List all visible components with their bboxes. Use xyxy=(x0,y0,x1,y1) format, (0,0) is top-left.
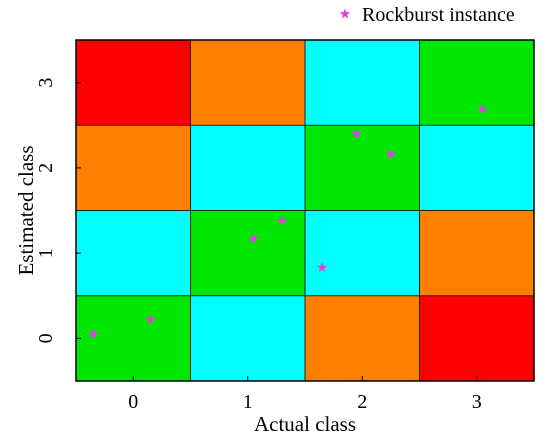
heatmap-cell-x2-y0 xyxy=(305,295,420,381)
x-tick-label: 3 xyxy=(472,391,482,413)
y-tick-label: 1 xyxy=(35,248,57,258)
y-tick-label: 0 xyxy=(35,333,57,343)
heatmap-cell-x1-y0 xyxy=(190,295,305,381)
heatmap-cell-x0-y1 xyxy=(76,210,191,296)
rockburst-instance-point xyxy=(316,262,328,273)
heatmap-cell-x0-y0 xyxy=(76,295,191,381)
cells-layer xyxy=(76,40,534,381)
x-axis-title: Actual class xyxy=(254,412,356,436)
y-tick-label: 3 xyxy=(35,78,57,88)
rockburst-instance-point xyxy=(248,233,259,244)
heatmap-cell-x1-y3 xyxy=(190,40,305,126)
heatmap-cell-x1-y2 xyxy=(190,125,305,211)
heatmap-cell-x1-y1 xyxy=(190,210,305,296)
heatmap-cell-x0-y2 xyxy=(76,125,191,211)
heatmap-cell-x2-y2 xyxy=(305,125,420,211)
rockburst-instance-point xyxy=(87,328,99,339)
y-tick-label: 2 xyxy=(35,163,57,173)
heatmap-cell-x3-y0 xyxy=(419,295,534,381)
plot-frame xyxy=(75,39,535,382)
legend-marker-star xyxy=(339,8,351,19)
heatmap-cell-x3-y3 xyxy=(419,40,534,126)
legend: Rockburst instance xyxy=(339,4,515,26)
heatmap-cell-x3-y1 xyxy=(419,210,534,296)
heatmap-cell-x3-y2 xyxy=(419,125,534,211)
y-axis-title: Estimated class xyxy=(14,145,38,275)
rockburst-instance-point xyxy=(145,314,156,325)
heatmap-cell-x2-y1 xyxy=(305,210,420,296)
x-tick-label: 1 xyxy=(243,391,253,413)
cell-borders xyxy=(76,40,534,381)
rockburst-instance-point xyxy=(351,128,362,139)
rockburst-instance-point xyxy=(276,215,288,226)
legend-label: Rockburst instance xyxy=(362,4,515,26)
x-tick-label: 2 xyxy=(357,391,367,413)
heatmap-cell-x2-y3 xyxy=(305,40,420,126)
rockburst-instance-point xyxy=(477,103,488,114)
points-layer xyxy=(87,103,488,339)
x-tick-label: 0 xyxy=(128,391,138,413)
heatmap-cell-x0-y3 xyxy=(76,40,191,126)
ticks-layer: 0 1 2 3 0 1 2 3 xyxy=(35,78,482,413)
rockburst-instance-point xyxy=(385,148,397,159)
